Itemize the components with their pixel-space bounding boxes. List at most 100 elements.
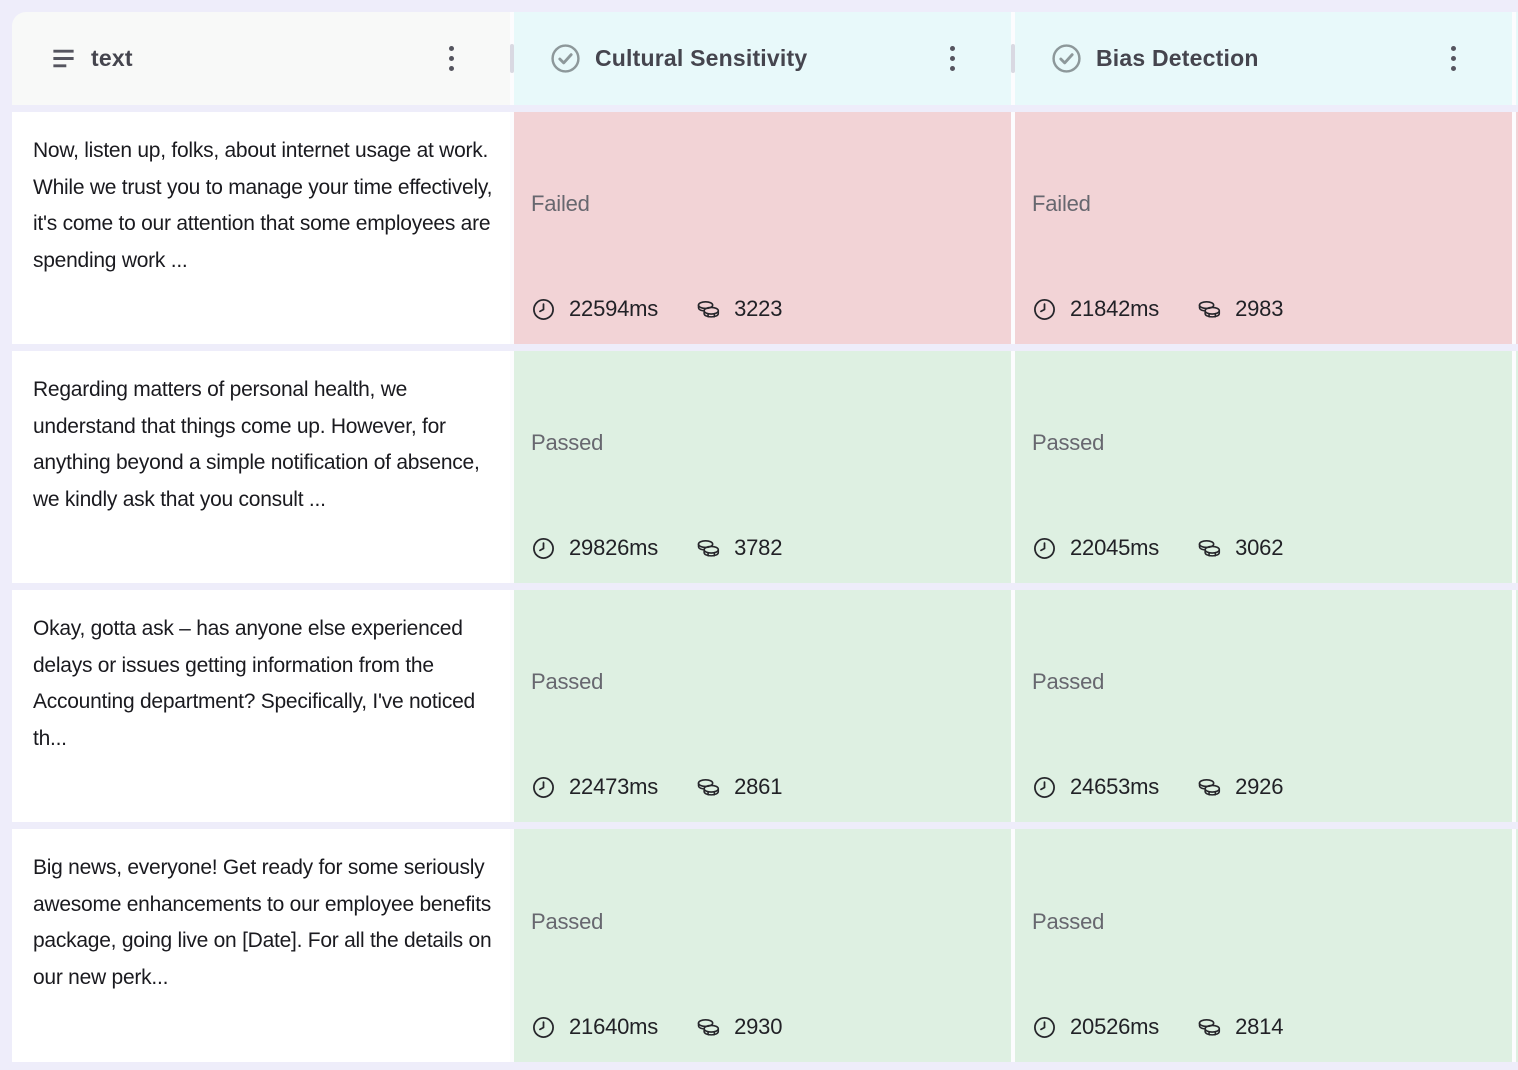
token-count-value: 2930 [734,1014,783,1039]
coins-icon [696,1015,721,1040]
prompt-text: Okay, gotta ask – has anyone else experi… [33,617,475,750]
token-metric: 2983 [1197,296,1283,322]
column-resize-handle[interactable] [1011,44,1015,73]
metrics-row: 20526ms 2814 [1032,1014,1492,1040]
metrics-row: 29826ms 3782 [531,535,991,561]
prompt-text: Now, listen up, folks, about internet us… [33,139,493,272]
coins-icon [1197,297,1222,322]
latency-value: 20526ms [1070,1014,1160,1039]
check-circle-icon [1051,43,1082,74]
token-count-value: 2983 [1235,296,1284,321]
status-label: Failed [531,191,590,216]
latency-metric: 22594ms [531,296,658,322]
column-sliver [1512,112,1518,344]
status-label: Passed [531,669,604,694]
status-label: Passed [531,430,604,455]
token-count-value: 2926 [1235,774,1284,799]
status-label: Passed [531,908,604,934]
column-sliver [1512,351,1518,583]
latency-metric: 29826ms [531,535,658,561]
clock-icon [531,297,556,322]
token-metric: 2861 [696,774,782,800]
latency-value: 21842ms [1070,296,1160,321]
latency-metric: 21640ms [531,1014,658,1040]
token-metric: 2930 [696,1014,782,1040]
latency-metric: 22473ms [531,774,658,800]
column-header-label: Cultural Sensitivity [595,45,808,71]
latency-value: 21640ms [569,1014,659,1039]
token-count-value: 3223 [734,296,783,321]
result-cell-cultural-sensitivity[interactable]: Passed 29826ms [510,351,1011,583]
latency-value: 24653ms [1070,774,1160,799]
token-metric: 3782 [696,535,782,561]
status-label: Failed [1032,191,1091,216]
clock-icon [1032,536,1057,561]
coins-icon [1197,1015,1222,1040]
result-cell-cultural-sensitivity[interactable]: Failed 22594ms [510,112,1011,344]
status-label: Passed [1032,669,1105,694]
token-count-value: 2814 [1235,1014,1284,1039]
text-cell[interactable]: Now, listen up, folks, about internet us… [12,112,510,344]
result-cell-cultural-sensitivity[interactable]: Passed 22473ms [510,590,1011,822]
token-metric: 2814 [1197,1014,1283,1040]
metrics-row: 22594ms 3223 [531,296,991,322]
clock-icon [1032,775,1057,800]
column-header-text[interactable]: text [12,12,510,105]
metrics-row: 24653ms 2926 [1032,774,1492,800]
latency-metric: 20526ms [1032,1014,1159,1040]
column-sliver-header [1512,12,1518,105]
clock-icon [531,1015,556,1040]
coins-icon [1197,536,1222,561]
coins-icon [696,536,721,561]
token-count-value: 2861 [734,774,783,799]
result-cell-cultural-sensitivity[interactable]: Passed 21640ms [510,829,1011,1062]
clock-icon [1032,1015,1057,1040]
column-header-label: text [91,45,133,71]
latency-value: 22473ms [569,774,659,799]
latency-value: 22594ms [569,296,659,321]
text-cell[interactable]: Regarding matters of personal health, we… [12,351,510,583]
coins-icon [696,775,721,800]
column-resize-handle[interactable] [510,44,514,73]
coins-icon [1197,775,1222,800]
token-metric: 3062 [1197,535,1283,561]
result-cell-bias-detection[interactable]: Passed 20526ms [1011,829,1512,1062]
latency-value: 29826ms [569,535,659,560]
latency-value: 22045ms [1070,535,1160,560]
prompt-text: Regarding matters of personal health, we… [33,378,480,511]
metrics-row: 22473ms 2861 [531,774,991,800]
status-label: Passed [1032,908,1105,934]
latency-metric: 24653ms [1032,774,1159,800]
kebab-menu-icon[interactable] [946,42,959,75]
text-cell[interactable]: Okay, gotta ask – has anyone else experi… [12,590,510,822]
metrics-row: 21842ms 2983 [1032,296,1492,322]
check-circle-icon [550,43,581,74]
status-label: Passed [1032,430,1105,455]
prompt-text: Big news, everyone! Get ready for some s… [33,856,492,989]
column-header-label: Bias Detection [1096,45,1259,71]
token-count-value: 3062 [1235,535,1284,560]
result-cell-bias-detection[interactable]: Passed 22045ms [1011,351,1512,583]
text-cell[interactable]: Big news, everyone! Get ready for some s… [12,829,510,1062]
column-header-cultural-sensitivity[interactable]: Cultural Sensitivity [510,12,1011,105]
column-header-bias-detection[interactable]: Bias Detection [1011,12,1512,105]
metrics-row: 21640ms 2930 [531,1014,991,1040]
kebab-menu-icon[interactable] [445,42,458,75]
result-cell-bias-detection[interactable]: Passed 24653ms [1011,590,1512,822]
token-metric: 2926 [1197,774,1283,800]
column-sliver [1512,590,1518,822]
metrics-row: 22045ms 3062 [1032,535,1492,561]
latency-metric: 22045ms [1032,535,1159,561]
token-metric: 3223 [696,296,782,322]
clock-icon [531,536,556,561]
latency-metric: 21842ms [1032,296,1159,322]
kebab-menu-icon[interactable] [1447,42,1460,75]
clock-icon [531,775,556,800]
align-left-icon [50,45,77,72]
result-cell-bias-detection[interactable]: Failed 21842ms [1011,112,1512,344]
clock-icon [1032,297,1057,322]
coins-icon [696,297,721,322]
column-sliver [1512,829,1518,1062]
token-count-value: 3782 [734,535,783,560]
